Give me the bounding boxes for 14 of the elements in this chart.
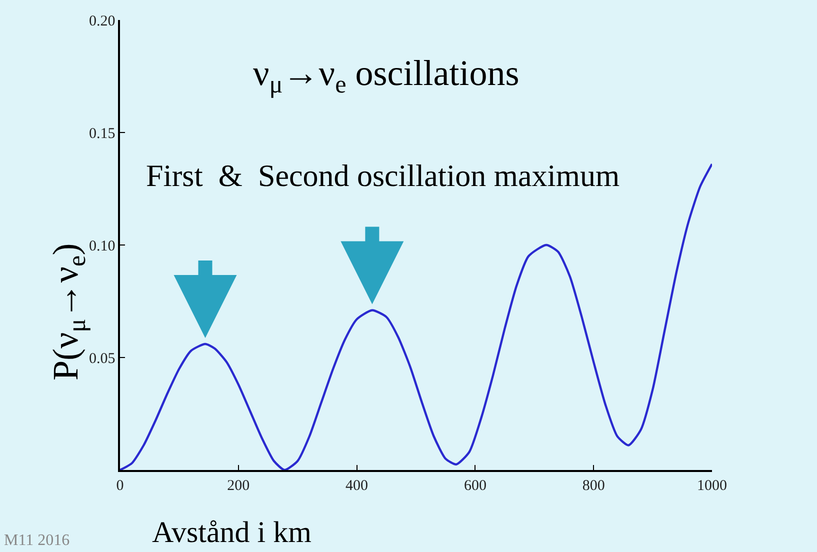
x-tick-label: 400	[346, 478, 368, 494]
text: M11 2016	[4, 532, 70, 549]
text: ν$_{μ}$→ν$_{e}$ oscillations	[253, 53, 520, 99]
y-tick-label: 0.20	[89, 13, 116, 30]
x-tick-label: 600	[464, 478, 486, 494]
x-tick-label: 200	[227, 478, 250, 494]
y-tick-label: 0.15	[89, 126, 116, 142]
x-tick-label: 800	[582, 478, 605, 494]
y-tick-label: 0.05	[89, 350, 116, 367]
x-tick-label: 0	[116, 478, 124, 494]
y-tick-label: 0.10	[89, 238, 116, 254]
x-axis-title: Avstånd i km	[152, 516, 312, 549]
x-tick-label: 1000	[697, 478, 727, 494]
annotation: First & Second oscillation maximum	[146, 158, 620, 193]
